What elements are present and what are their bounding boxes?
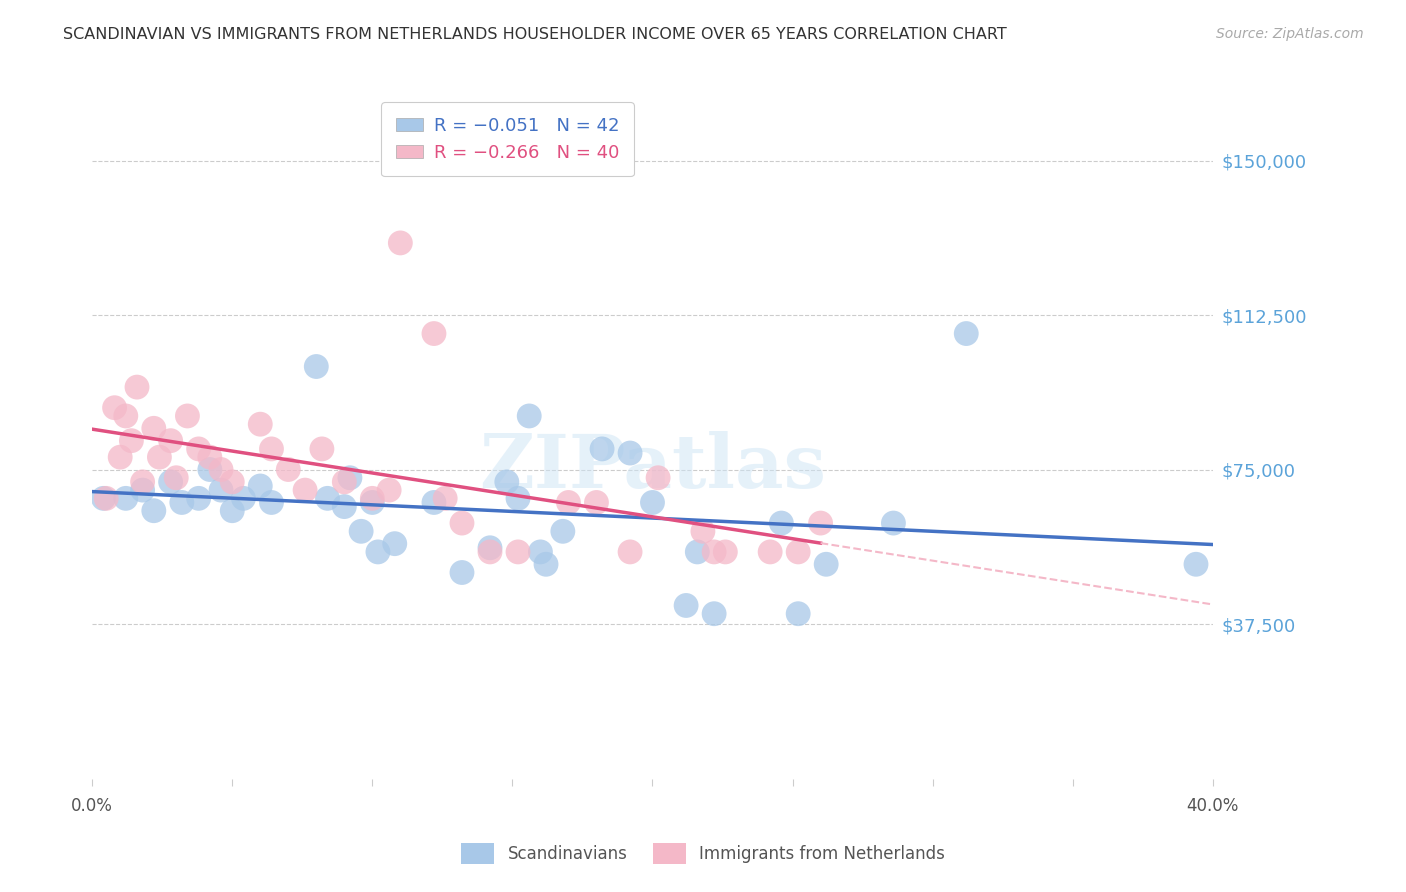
- Point: [378, 483, 401, 497]
- Point: [361, 495, 384, 509]
- Point: [686, 545, 709, 559]
- Point: [104, 401, 127, 415]
- Point: [810, 516, 832, 530]
- Point: [517, 409, 540, 423]
- Point: [389, 235, 412, 250]
- Point: [159, 434, 181, 448]
- Point: [619, 446, 641, 460]
- Point: [131, 475, 153, 489]
- Point: [479, 541, 502, 555]
- Point: [305, 359, 328, 374]
- Text: Source: ZipAtlas.com: Source: ZipAtlas.com: [1216, 27, 1364, 41]
- Point: [209, 462, 232, 476]
- Point: [692, 524, 714, 539]
- Point: [367, 545, 389, 559]
- Point: [311, 442, 333, 456]
- Point: [176, 409, 198, 423]
- Point: [350, 524, 373, 539]
- Point: [423, 326, 446, 341]
- Legend: Scandinavians, Immigrants from Netherlands: Scandinavians, Immigrants from Netherlan…: [454, 837, 952, 871]
- Point: [316, 491, 339, 506]
- Point: [120, 434, 142, 448]
- Point: [198, 450, 221, 465]
- Point: [479, 545, 502, 559]
- Point: [787, 607, 810, 621]
- Point: [165, 471, 187, 485]
- Point: [714, 545, 737, 559]
- Point: [703, 545, 725, 559]
- Point: [125, 380, 148, 394]
- Point: [232, 491, 254, 506]
- Point: [384, 536, 406, 550]
- Point: [534, 558, 557, 572]
- Point: [434, 491, 457, 506]
- Point: [675, 599, 697, 613]
- Point: [557, 495, 579, 509]
- Point: [423, 495, 446, 509]
- Point: [249, 479, 271, 493]
- Point: [260, 442, 283, 456]
- Point: [209, 483, 232, 497]
- Point: [770, 516, 793, 530]
- Point: [260, 495, 283, 509]
- Point: [108, 450, 131, 465]
- Point: [93, 491, 115, 506]
- Point: [187, 442, 209, 456]
- Point: [333, 475, 356, 489]
- Text: ZIPatlas: ZIPatlas: [479, 431, 825, 504]
- Point: [249, 417, 271, 432]
- Point: [221, 504, 243, 518]
- Point: [451, 566, 474, 580]
- Point: [333, 500, 356, 514]
- Point: [619, 545, 641, 559]
- Point: [114, 491, 136, 506]
- Point: [641, 495, 664, 509]
- Point: [131, 483, 153, 497]
- Point: [1185, 558, 1208, 572]
- Point: [585, 495, 607, 509]
- Point: [529, 545, 551, 559]
- Point: [159, 475, 181, 489]
- Point: [277, 462, 299, 476]
- Point: [787, 545, 810, 559]
- Point: [221, 475, 243, 489]
- Point: [114, 409, 136, 423]
- Point: [551, 524, 574, 539]
- Point: [142, 421, 165, 435]
- Point: [882, 516, 904, 530]
- Point: [815, 558, 838, 572]
- Point: [148, 450, 170, 465]
- Point: [294, 483, 316, 497]
- Point: [591, 442, 613, 456]
- Point: [759, 545, 782, 559]
- Point: [647, 471, 669, 485]
- Point: [170, 495, 193, 509]
- Point: [96, 491, 118, 506]
- Point: [703, 607, 725, 621]
- Point: [451, 516, 474, 530]
- Point: [506, 491, 529, 506]
- Point: [506, 545, 529, 559]
- Point: [187, 491, 209, 506]
- Point: [361, 491, 384, 506]
- Point: [495, 475, 517, 489]
- Point: [142, 504, 165, 518]
- Point: [339, 471, 361, 485]
- Text: SCANDINAVIAN VS IMMIGRANTS FROM NETHERLANDS HOUSEHOLDER INCOME OVER 65 YEARS COR: SCANDINAVIAN VS IMMIGRANTS FROM NETHERLA…: [63, 27, 1007, 42]
- Legend: R = −0.051   N = 42, R = −0.266   N = 40: R = −0.051 N = 42, R = −0.266 N = 40: [381, 103, 634, 177]
- Point: [198, 462, 221, 476]
- Point: [955, 326, 977, 341]
